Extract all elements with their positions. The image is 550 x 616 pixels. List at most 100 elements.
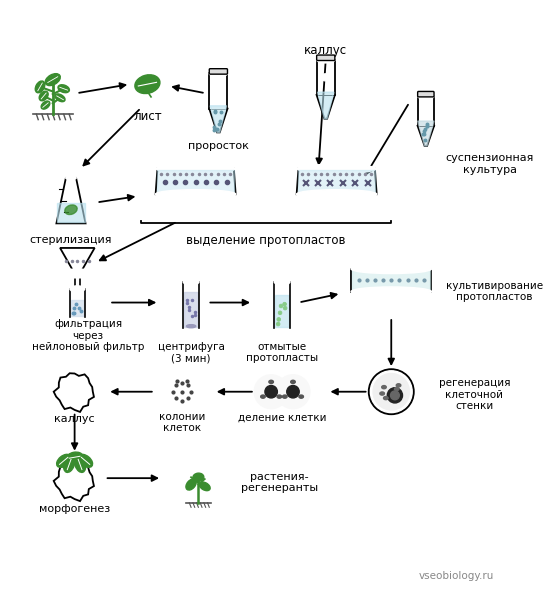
- Circle shape: [79, 392, 88, 401]
- Circle shape: [170, 380, 181, 391]
- Circle shape: [65, 485, 74, 494]
- Text: выделение протопластов: выделение протопластов: [186, 234, 345, 247]
- Circle shape: [387, 387, 403, 403]
- Text: vseobiology.ru: vseobiology.ru: [419, 571, 494, 581]
- Circle shape: [75, 378, 84, 387]
- Text: морфогенез: морфогенез: [39, 504, 110, 514]
- Ellipse shape: [79, 455, 92, 468]
- Ellipse shape: [156, 190, 235, 199]
- Ellipse shape: [65, 205, 77, 214]
- Ellipse shape: [199, 482, 210, 491]
- Ellipse shape: [296, 190, 377, 199]
- Polygon shape: [417, 96, 434, 126]
- Circle shape: [167, 386, 179, 398]
- Ellipse shape: [299, 395, 304, 398]
- Circle shape: [173, 376, 182, 386]
- Circle shape: [175, 384, 189, 399]
- Ellipse shape: [210, 70, 228, 76]
- Circle shape: [278, 311, 282, 315]
- Ellipse shape: [70, 314, 85, 321]
- Polygon shape: [57, 203, 85, 222]
- Text: каллус: каллус: [304, 44, 347, 57]
- Circle shape: [75, 485, 84, 494]
- Circle shape: [175, 376, 188, 389]
- Circle shape: [170, 392, 181, 403]
- Ellipse shape: [41, 101, 50, 109]
- Ellipse shape: [70, 286, 85, 292]
- Ellipse shape: [291, 380, 295, 384]
- Text: центрифуга
(3 мин): центрифуга (3 мин): [158, 342, 224, 363]
- FancyBboxPatch shape: [417, 91, 434, 97]
- Text: отмытые
протопласты: отмытые протопласты: [246, 342, 318, 363]
- Polygon shape: [57, 178, 86, 224]
- Circle shape: [62, 471, 70, 480]
- Circle shape: [79, 481, 88, 490]
- Text: стерилизация: стерилизация: [30, 235, 112, 245]
- Ellipse shape: [157, 164, 235, 173]
- Polygon shape: [71, 299, 84, 316]
- Circle shape: [70, 466, 79, 476]
- Circle shape: [62, 481, 70, 490]
- Circle shape: [70, 487, 79, 495]
- Polygon shape: [184, 292, 198, 327]
- Circle shape: [65, 378, 74, 387]
- Ellipse shape: [298, 164, 376, 173]
- Ellipse shape: [75, 456, 86, 472]
- Text: регенерация
клеточной
стенки: регенерация клеточной стенки: [438, 378, 510, 411]
- Circle shape: [287, 386, 299, 398]
- Circle shape: [265, 386, 277, 398]
- Ellipse shape: [261, 395, 265, 398]
- Circle shape: [183, 392, 194, 403]
- Text: деление клетки: деление клетки: [238, 413, 326, 423]
- Circle shape: [370, 371, 412, 413]
- Circle shape: [80, 387, 89, 396]
- Circle shape: [283, 306, 287, 310]
- Polygon shape: [75, 274, 80, 290]
- Circle shape: [279, 304, 283, 308]
- Polygon shape: [157, 169, 234, 193]
- Ellipse shape: [193, 473, 204, 481]
- Ellipse shape: [383, 397, 388, 400]
- Ellipse shape: [45, 74, 60, 86]
- Polygon shape: [417, 121, 434, 146]
- Circle shape: [70, 377, 79, 386]
- Ellipse shape: [283, 395, 287, 398]
- Circle shape: [283, 302, 287, 306]
- Circle shape: [255, 375, 288, 408]
- Polygon shape: [210, 106, 227, 132]
- Ellipse shape: [67, 452, 82, 463]
- Ellipse shape: [35, 81, 45, 93]
- Circle shape: [60, 387, 69, 396]
- Polygon shape: [296, 169, 377, 194]
- Ellipse shape: [317, 57, 335, 63]
- Circle shape: [185, 386, 197, 398]
- Ellipse shape: [55, 94, 65, 102]
- Circle shape: [182, 376, 191, 386]
- FancyBboxPatch shape: [317, 55, 335, 60]
- Polygon shape: [60, 248, 95, 274]
- Polygon shape: [54, 463, 94, 501]
- Text: растения-
регенеранты: растения- регенеранты: [241, 472, 318, 493]
- Ellipse shape: [394, 387, 399, 391]
- Ellipse shape: [351, 264, 431, 274]
- Circle shape: [70, 397, 79, 407]
- Ellipse shape: [183, 279, 199, 285]
- Circle shape: [390, 391, 399, 400]
- Circle shape: [65, 396, 74, 405]
- Ellipse shape: [186, 479, 196, 490]
- Ellipse shape: [66, 176, 76, 179]
- Circle shape: [183, 380, 194, 391]
- Circle shape: [277, 375, 309, 408]
- Circle shape: [75, 396, 84, 405]
- Ellipse shape: [274, 324, 290, 332]
- Circle shape: [65, 468, 74, 477]
- Circle shape: [79, 471, 88, 480]
- Ellipse shape: [269, 380, 273, 384]
- Circle shape: [62, 382, 70, 391]
- FancyBboxPatch shape: [210, 69, 228, 74]
- Ellipse shape: [382, 386, 386, 389]
- Text: суспензионная
культура: суспензионная культура: [446, 153, 534, 175]
- Circle shape: [80, 476, 89, 485]
- Ellipse shape: [60, 269, 95, 278]
- Polygon shape: [317, 95, 335, 119]
